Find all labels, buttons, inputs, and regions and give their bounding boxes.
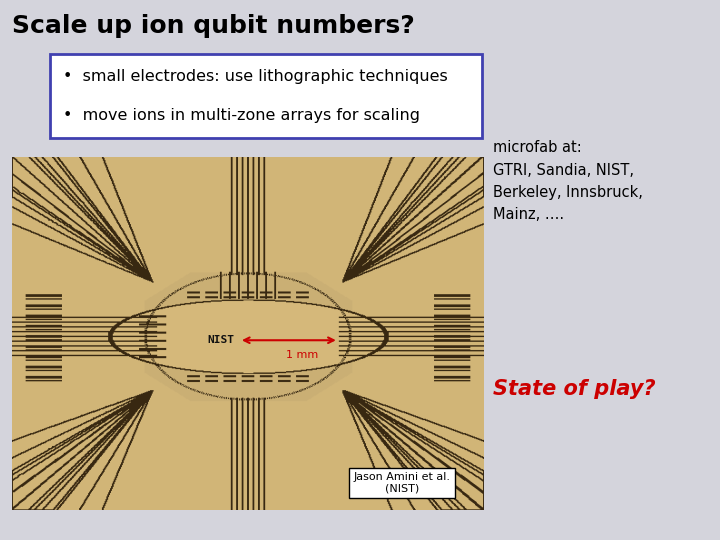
Text: microfab at:
GTRI, Sandia, NIST,
Berkeley, Innsbruck,
Mainz, ….: microfab at: GTRI, Sandia, NIST, Berkele… [493, 140, 643, 222]
FancyBboxPatch shape [50, 54, 482, 138]
Text: •  move ions in multi-zone arrays for scaling: • move ions in multi-zone arrays for sca… [63, 107, 420, 123]
Text: State of play?: State of play? [493, 379, 656, 399]
Text: NIST: NIST [207, 335, 235, 345]
Text: Jason Amini et al.
(NIST): Jason Amini et al. (NIST) [354, 472, 451, 494]
Text: 1 mm: 1 mm [287, 350, 318, 360]
Text: Scale up ion qubit numbers?: Scale up ion qubit numbers? [12, 14, 415, 37]
Text: •  small electrodes: use lithographic techniques: • small electrodes: use lithographic tec… [63, 69, 448, 84]
